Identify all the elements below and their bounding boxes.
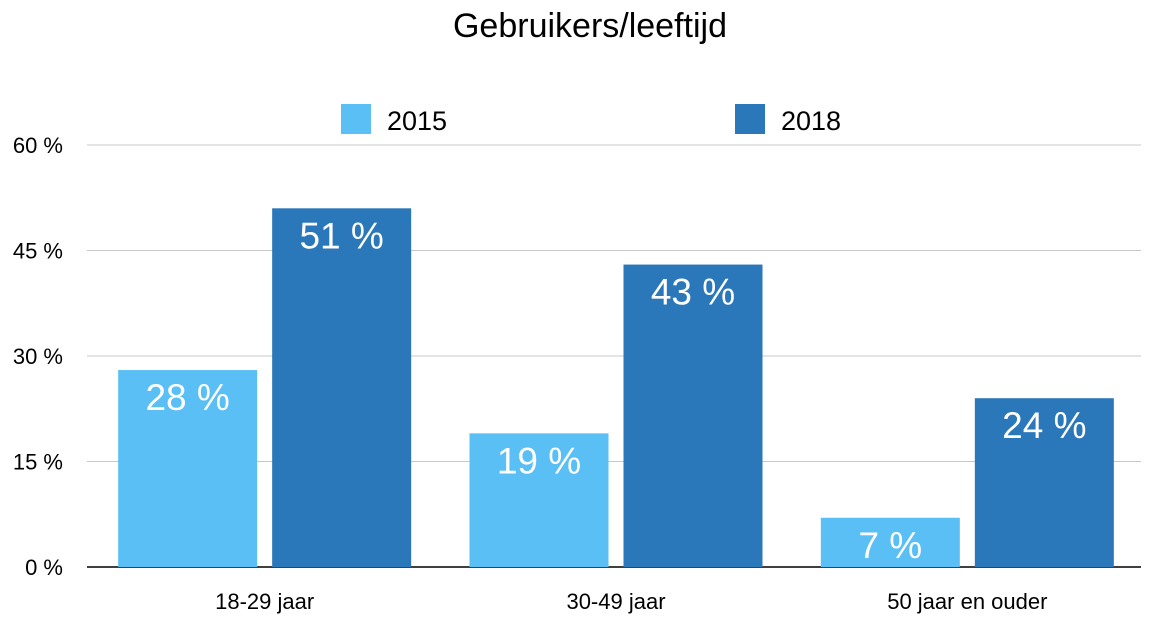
y-tick-label: 30 %: [13, 344, 63, 369]
bar-2015-0: [118, 370, 258, 567]
data-label: 51 %: [299, 215, 383, 256]
bar-2015-2: [820, 517, 960, 567]
legend: 2015 2018: [341, 104, 841, 136]
bar-2018-2: [974, 398, 1114, 567]
legend-label: 2015: [387, 106, 447, 136]
data-label: 24 %: [1002, 405, 1086, 446]
y-tick-label: 15 %: [13, 450, 63, 475]
bar-2015-1: [469, 433, 609, 567]
y-tick-label: 45 %: [13, 239, 63, 264]
y-tick-label: 0 %: [25, 555, 63, 580]
legend-swatch-2018: [735, 104, 765, 134]
bars: 28 % 51 % 19 % 43 % 7 % 24 %: [118, 208, 1114, 568]
legend-swatch-2015: [341, 104, 371, 134]
data-label: 28 %: [145, 377, 229, 418]
data-label: 19 %: [497, 440, 581, 481]
x-category-label: 30-49 jaar: [566, 589, 665, 614]
y-axis-ticks: 0 % 15 % 30 % 45 % 60 %: [13, 133, 63, 580]
chart-title: Gebruikers/leeftijd: [453, 7, 727, 45]
y-tick-label: 60 %: [13, 133, 63, 158]
x-axis-categories: 18-29 jaar 30-49 jaar 50 jaar en ouder: [215, 589, 1047, 614]
bar-2018-0: [272, 208, 412, 568]
x-category-label: 50 jaar en ouder: [887, 589, 1047, 614]
gridlines: [87, 144, 1141, 568]
data-label: 43 %: [651, 272, 735, 313]
data-label: 7 %: [858, 525, 922, 566]
x-category-label: 18-29 jaar: [215, 589, 314, 614]
legend-label: 2018: [781, 106, 841, 136]
bar-2018-1: [623, 264, 763, 567]
